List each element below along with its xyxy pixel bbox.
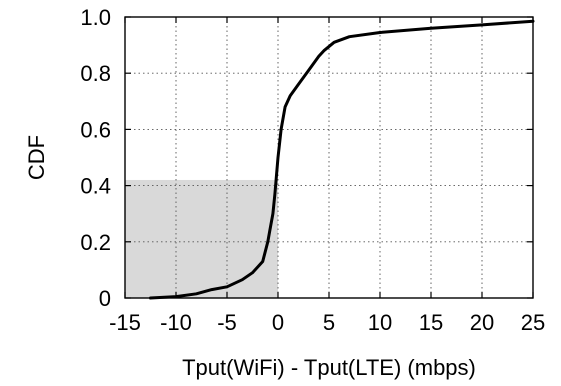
x-tick-label: 10 bbox=[368, 310, 392, 335]
shaded-region bbox=[125, 179, 278, 298]
y-tick-label: 0.4 bbox=[80, 174, 111, 199]
x-tick-label: 15 bbox=[419, 310, 443, 335]
x-tick-label: -10 bbox=[160, 310, 192, 335]
x-tick-label: 5 bbox=[323, 310, 335, 335]
grid bbox=[125, 17, 533, 298]
x-tick-label: 25 bbox=[521, 310, 545, 335]
x-tick-label: -15 bbox=[109, 310, 141, 335]
y-tick-label: 0.2 bbox=[80, 230, 111, 255]
x-tick-label: 20 bbox=[470, 310, 494, 335]
y-tick-label: 0.6 bbox=[80, 117, 111, 142]
cdf-series-line bbox=[149, 19, 535, 300]
y-tick-label: 0 bbox=[99, 286, 111, 311]
y-tick-label: 0.8 bbox=[80, 61, 111, 86]
y-axis-label: CDF bbox=[24, 135, 49, 180]
x-tick-label: -5 bbox=[217, 310, 237, 335]
x-axis-label: Tput(WiFi) - Tput(LTE) (mbps) bbox=[182, 355, 476, 380]
y-tick-label: 1.0 bbox=[80, 5, 111, 30]
x-tick-label: 0 bbox=[272, 310, 284, 335]
axis-ticks: -15 -10 -5 0 5 10 15 20 25 0 0.2 0.4 0.6 0.8 1.0 bbox=[80, 5, 545, 335]
